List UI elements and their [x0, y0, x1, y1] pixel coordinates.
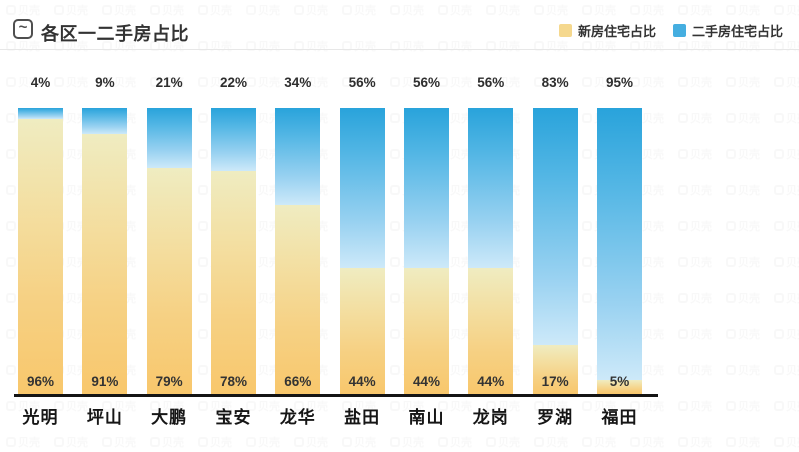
stacked-bar: 44%: [468, 108, 514, 394]
newhome-pct-label: 44%: [412, 374, 440, 389]
legend: 新房住宅占比 二手房住宅占比: [558, 21, 783, 40]
secondhand-segment: [532, 108, 578, 346]
secondhand-pct-label: 95%: [605, 75, 633, 90]
secondhand-segment: [468, 108, 514, 269]
district-label: 大鹏: [151, 408, 188, 427]
stacked-bar: 44%: [403, 108, 449, 394]
secondhand-segment: [210, 108, 256, 171]
secondhand-segment: [403, 108, 449, 269]
legend-swatch-icon: [672, 24, 686, 37]
newhome-pct-label: 66%: [284, 374, 312, 389]
secondhand-pct-label: 34%: [284, 75, 312, 90]
stacked-bar: 91%: [82, 108, 128, 394]
secondhand-pct-label: 21%: [155, 75, 183, 90]
secondhand-pct-label: 4%: [30, 75, 51, 90]
newhome-pct-label: 5%: [609, 374, 630, 389]
district-label: 盐田: [344, 408, 381, 427]
newhome-pct-label: 44%: [477, 374, 505, 389]
legend-item-1: 二手房住宅占比: [672, 21, 783, 40]
newhome-segment: [596, 379, 642, 394]
legend-swatch-icon: [558, 24, 572, 37]
stacked-bar: 96%: [18, 108, 63, 394]
newhome-segment: [403, 268, 449, 394]
district-label: 罗湖: [537, 408, 574, 427]
newhome-pct-label: 78%: [219, 374, 247, 389]
legend-label: 二手房住宅占比: [691, 24, 783, 39]
newhome-segment: [468, 268, 514, 394]
newhome-segment: [275, 205, 321, 394]
newhome-segment: [18, 119, 63, 394]
header: ~ 各区一二手房占比 新房住宅占比 二手房住宅占比: [0, 0, 799, 49]
trend-wave-icon: ~: [13, 19, 33, 39]
secondhand-segment: [339, 108, 385, 269]
district-label: 福田: [601, 408, 638, 427]
newhome-segment: [146, 168, 192, 394]
newhome-pct-label: 79%: [155, 374, 183, 389]
secondhand-segment: [82, 108, 128, 134]
x-axis-line: [14, 394, 658, 397]
stacked-bar: 44%: [339, 108, 385, 394]
stacked-bar: 5%: [596, 108, 642, 394]
secondhand-pct-label: 9%: [95, 75, 115, 90]
secondhand-segment: [18, 108, 63, 120]
newhome-pct-label: 96%: [26, 374, 55, 389]
legend-item-0: 新房住宅占比: [558, 21, 656, 40]
district-label: 南山: [408, 408, 445, 427]
chart-title: 各区一二手房占比: [41, 24, 189, 44]
district-label: 坪山: [86, 408, 123, 427]
secondhand-segment: [146, 108, 192, 169]
secondhand-pct-label: 22%: [219, 75, 247, 90]
newhome-pct-label: 44%: [348, 374, 376, 389]
legend-label: 新房住宅占比: [577, 24, 656, 39]
stacked-bar: 17%: [532, 108, 578, 394]
stacked-bar: 78%: [210, 108, 256, 394]
stacked-bar: 79%: [146, 108, 192, 394]
secondhand-segment: [596, 108, 642, 380]
secondhand-segment: [275, 108, 321, 206]
secondhand-pct-label: 56%: [348, 75, 376, 90]
district-label: 宝安: [215, 408, 252, 427]
secondhand-pct-label: 56%: [412, 75, 440, 90]
newhome-segment: [532, 345, 578, 394]
stacked-bar: 66%: [275, 108, 321, 394]
newhome-segment: [210, 170, 256, 394]
district-label: 龙岗: [472, 408, 509, 427]
secondhand-pct-label: 83%: [541, 75, 569, 90]
newhome-segment: [339, 268, 385, 394]
district-label: 光明: [22, 408, 59, 427]
header-divider: [0, 49, 799, 50]
newhome-pct-label: 91%: [91, 374, 119, 389]
newhome-segment: [82, 133, 128, 394]
district-label: 龙华: [279, 408, 316, 427]
newhome-pct-label: 17%: [541, 374, 569, 389]
secondhand-pct-label: 56%: [477, 75, 505, 90]
